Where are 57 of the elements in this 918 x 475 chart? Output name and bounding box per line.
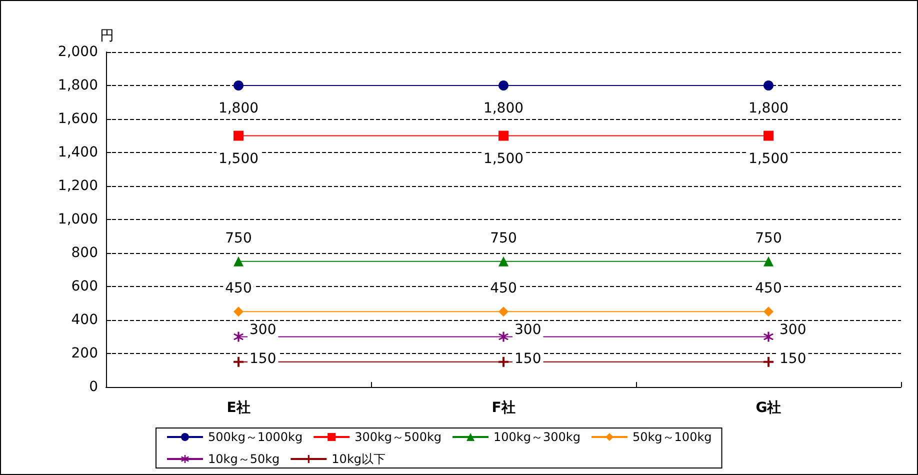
- point: [498, 130, 508, 141]
- data-label: 1,800: [748, 100, 789, 116]
- point: [498, 306, 508, 317]
- x-tick-label: G社: [756, 400, 782, 416]
- data-label: 450: [490, 280, 517, 297]
- data-label: 300: [780, 322, 806, 338]
- y-tick-label: 1,200: [58, 178, 98, 194]
- point: [498, 332, 508, 342]
- data-label: 450: [755, 280, 782, 297]
- data-label: 450: [225, 280, 252, 297]
- y-tick-label: 1,800: [58, 78, 98, 94]
- data-label: 750: [490, 230, 517, 246]
- y-tick-label: 1,400: [58, 144, 98, 160]
- data-label: 1,500: [748, 150, 789, 167]
- y-tick-label: 0: [89, 379, 98, 395]
- point: [234, 80, 244, 90]
- point: [234, 130, 244, 141]
- point: [764, 256, 774, 266]
- point: [764, 306, 774, 317]
- data-label: 750: [755, 230, 782, 246]
- data-label: 1,500: [483, 150, 524, 167]
- point: [234, 332, 244, 342]
- data-label: 1,800: [483, 100, 524, 116]
- point: [498, 80, 508, 90]
- point: [764, 80, 774, 90]
- data-label: 1,500: [218, 150, 259, 167]
- data-label: 150: [250, 350, 276, 367]
- data-label: 1,800: [218, 100, 259, 116]
- y-tick-label: 1,000: [58, 212, 98, 228]
- legend-label: 50kg～100kg: [632, 430, 712, 444]
- y-tick-label: 400: [71, 312, 98, 328]
- point: [498, 356, 508, 367]
- y-tick-label: 600: [71, 278, 98, 294]
- x-tick-label: E社: [226, 400, 250, 416]
- point: [498, 256, 508, 266]
- legend-label: 100kg～300kg: [494, 430, 580, 444]
- point: [764, 130, 774, 141]
- legend-label: 10kg以下: [332, 452, 386, 466]
- point: [764, 332, 774, 342]
- point: [764, 356, 774, 367]
- point: [234, 256, 244, 266]
- legend-label: 10kg～50kg: [208, 452, 280, 466]
- y-tick-label: 1,600: [58, 111, 98, 127]
- data-label: 150: [780, 350, 806, 367]
- point: [234, 306, 244, 317]
- y-tick-label: 2,000: [58, 44, 98, 60]
- point: [234, 356, 244, 367]
- x-tick-label: F社: [492, 400, 516, 416]
- data-label: 150: [514, 350, 542, 367]
- y-tick-label: 800: [71, 245, 98, 261]
- data-label: 300: [514, 322, 542, 338]
- data-label: 750: [225, 230, 252, 246]
- data-label: 300: [250, 322, 276, 338]
- y-axis-title: 円: [100, 27, 114, 43]
- legend-label: 500kg～1000kg: [208, 430, 303, 444]
- y-tick-label: 200: [71, 346, 98, 362]
- legend-label: 300kg～500kg: [354, 430, 442, 444]
